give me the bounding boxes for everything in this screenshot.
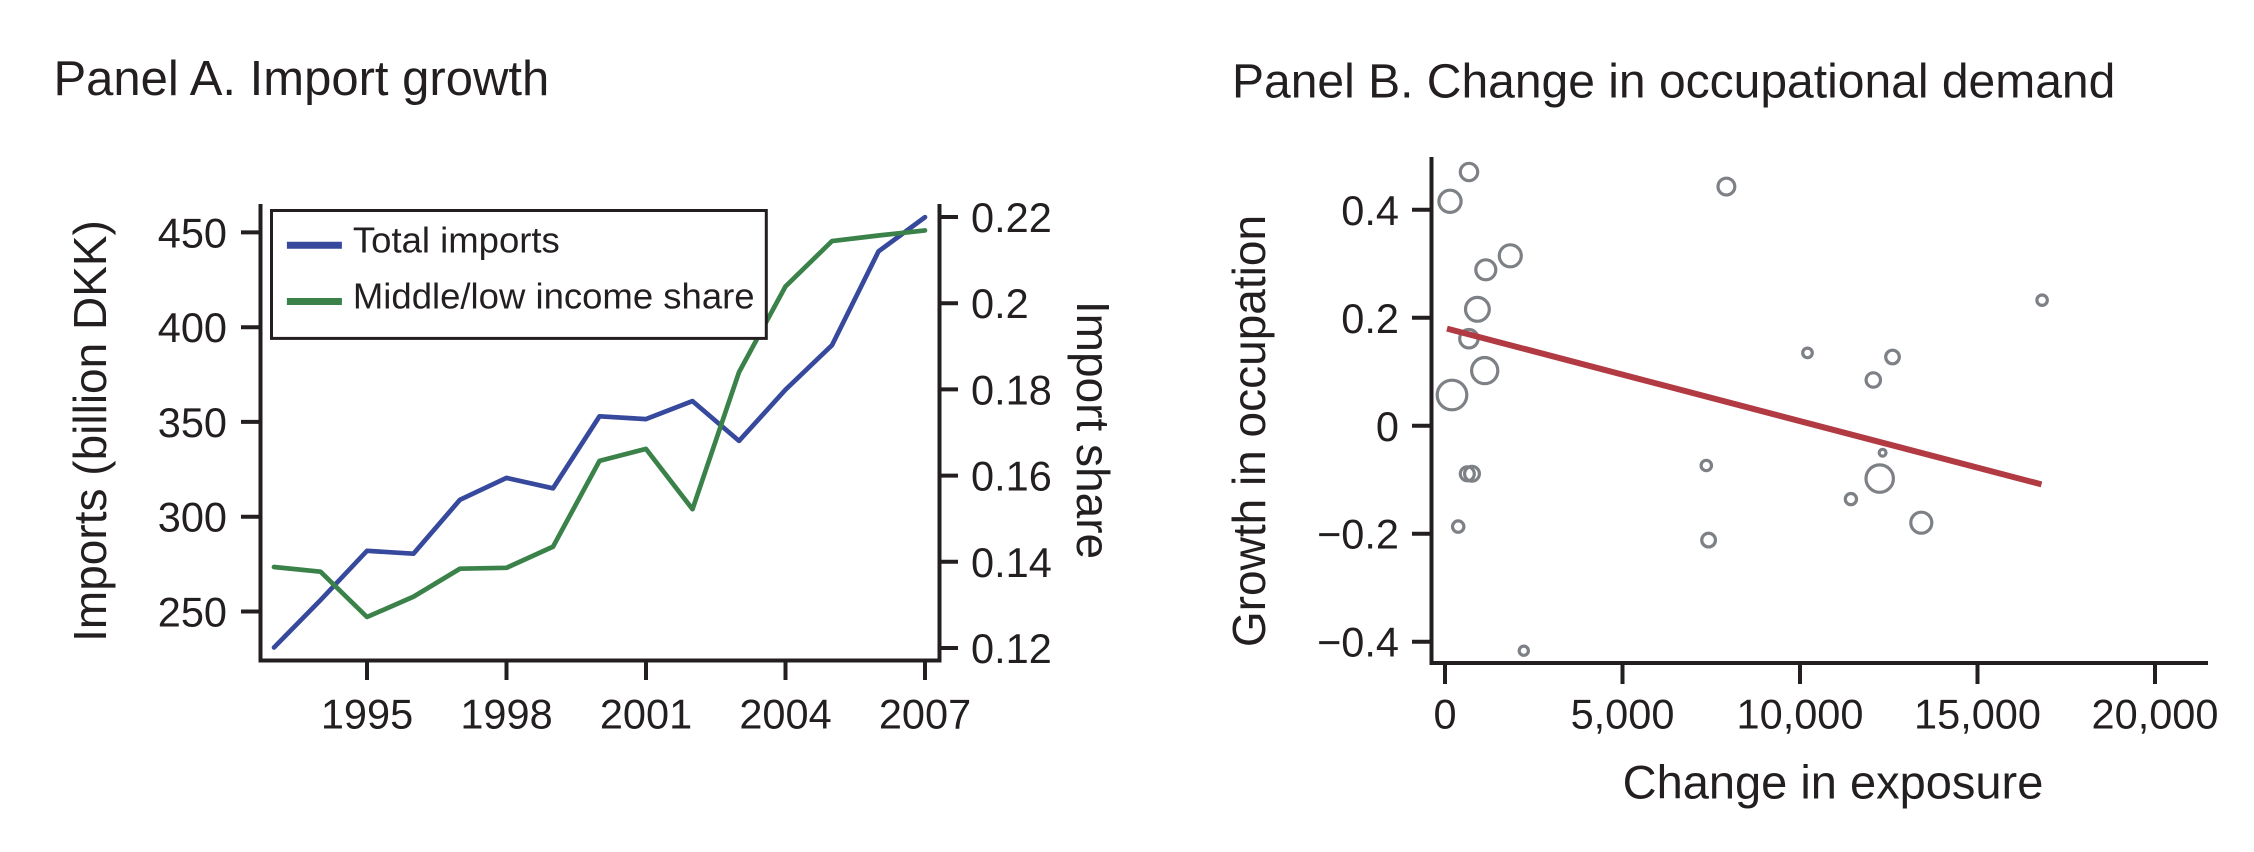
svg-text:2004: 2004 (739, 691, 831, 738)
svg-text:0.16: 0.16 (971, 453, 1052, 500)
svg-text:0.14: 0.14 (971, 539, 1052, 586)
svg-text:Growth in occupation: Growth in occupation (1223, 215, 1275, 647)
svg-text:1995: 1995 (321, 691, 413, 738)
svg-text:0.2: 0.2 (971, 280, 1029, 327)
svg-text:0.22: 0.22 (971, 194, 1052, 241)
svg-text:5,000: 5,000 (1571, 691, 1675, 738)
svg-text:1998: 1998 (460, 691, 552, 738)
svg-text:20,000: 20,000 (2092, 691, 2219, 738)
svg-text:400: 400 (158, 304, 227, 351)
svg-text:−0.2: −0.2 (1317, 511, 1399, 558)
svg-text:−0.4: −0.4 (1317, 619, 1399, 666)
svg-text:300: 300 (158, 494, 227, 541)
svg-text:0.2: 0.2 (1341, 295, 1399, 342)
svg-text:10,000: 10,000 (1737, 691, 1864, 738)
svg-text:0.12: 0.12 (971, 625, 1052, 672)
svg-text:Import share: Import share (1067, 301, 1119, 559)
svg-text:Change in exposure: Change in exposure (1623, 756, 2044, 809)
svg-text:0.4: 0.4 (1341, 187, 1399, 234)
svg-text:Panel A. Import growth: Panel A. Import growth (54, 52, 550, 106)
svg-text:2007: 2007 (879, 691, 971, 738)
svg-text:0: 0 (1376, 403, 1399, 450)
svg-text:250: 250 (158, 589, 227, 636)
svg-text:0.18: 0.18 (971, 366, 1052, 413)
svg-text:Middle/low income share: Middle/low income share (353, 276, 755, 317)
svg-text:2001: 2001 (600, 691, 692, 738)
svg-text:Total imports: Total imports (353, 220, 560, 261)
svg-text:350: 350 (158, 399, 227, 446)
svg-text:Panel B. Change in occupationa: Panel B. Change in occupational demand (1232, 56, 2115, 109)
svg-text:450: 450 (158, 209, 227, 256)
svg-text:Imports (billion DKK): Imports (billion DKK) (64, 220, 116, 642)
svg-text:15,000: 15,000 (1914, 691, 2041, 738)
svg-text:0: 0 (1433, 691, 1456, 738)
